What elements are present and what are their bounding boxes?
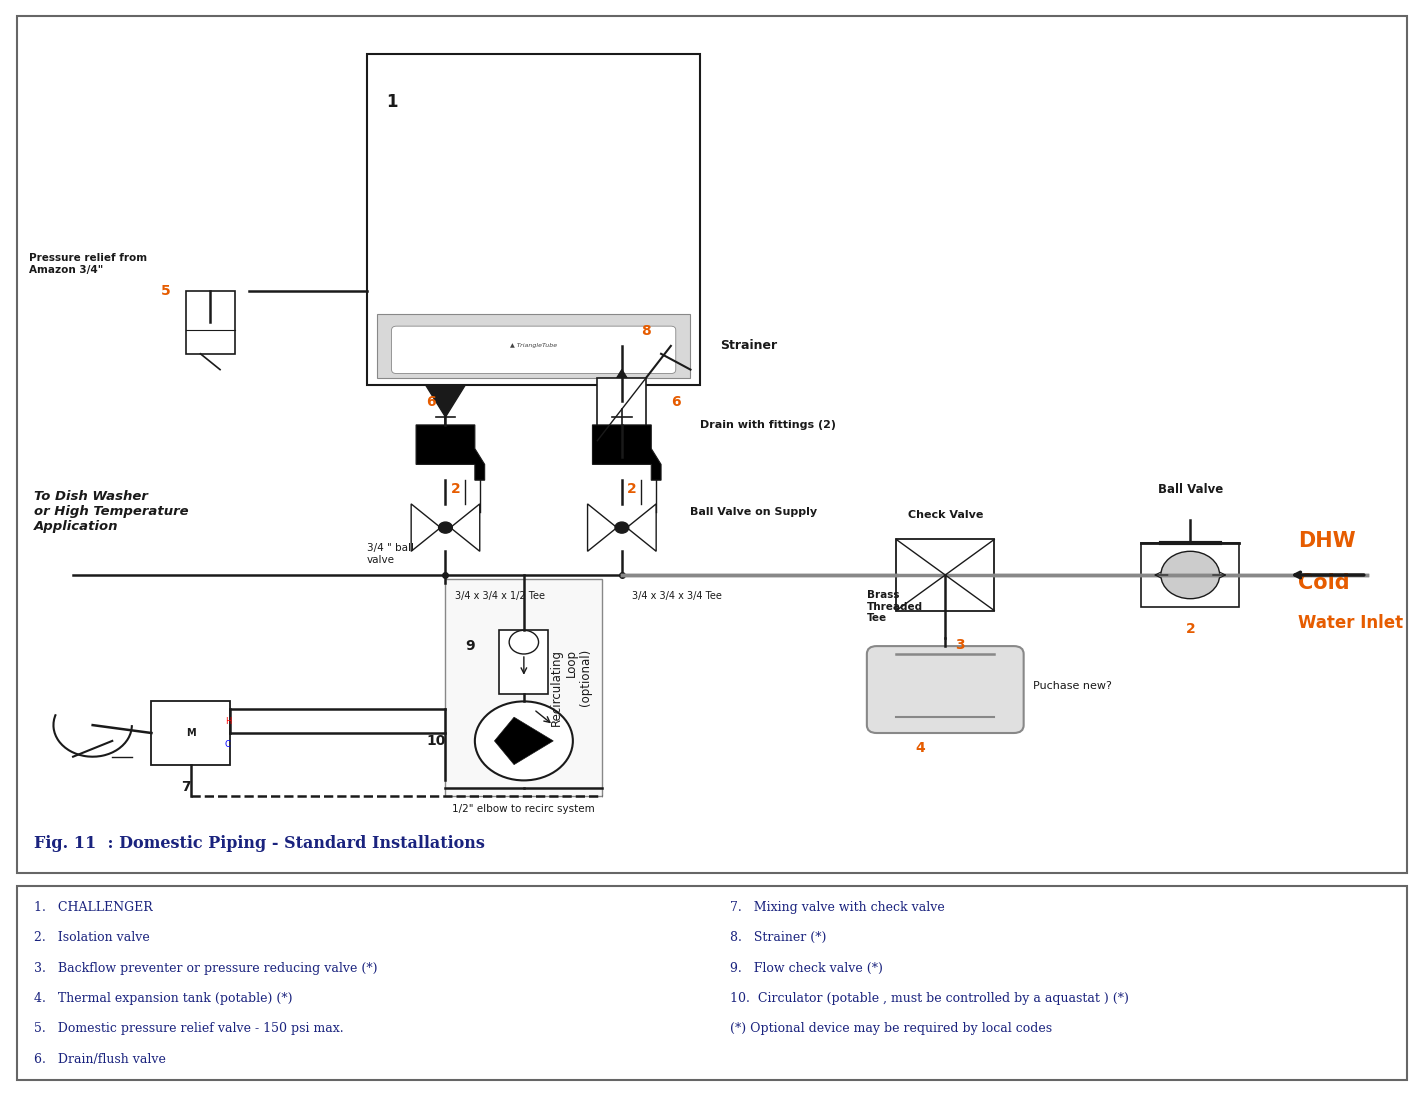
Bar	[597, 377, 646, 456]
Text: H: H	[225, 717, 231, 725]
Bar	[445, 579, 602, 796]
Text: Ball Valve on Supply: Ball Valve on Supply	[690, 507, 817, 516]
Polygon shape	[592, 424, 662, 480]
Circle shape	[475, 701, 573, 780]
Text: Recirculating
Loop
(optional): Recirculating Loop (optional)	[549, 649, 592, 726]
Text: 9: 9	[465, 639, 475, 653]
Text: DHW: DHW	[1298, 532, 1356, 551]
Text: 2: 2	[627, 482, 636, 496]
Text: 2.   Isolation valve: 2. Isolation valve	[34, 931, 150, 944]
Text: 6.   Drain/flush valve: 6. Drain/flush valve	[34, 1052, 165, 1066]
Polygon shape	[588, 504, 617, 551]
Text: 2: 2	[1185, 622, 1195, 637]
Text: Water Inlet: Water Inlet	[1298, 615, 1403, 632]
Text: 1.   CHALLENGER: 1. CHALLENGER	[34, 900, 153, 913]
Text: C: C	[225, 741, 231, 749]
Text: Pressure relief from
Amazon 3/4": Pressure relief from Amazon 3/4"	[29, 253, 147, 275]
Polygon shape	[411, 504, 441, 551]
Text: 3.   Backflow preventer or pressure reducing valve (*): 3. Backflow preventer or pressure reduci…	[34, 962, 378, 975]
Bar	[185, 291, 235, 353]
Polygon shape	[451, 504, 479, 551]
Text: ▲ TriangleTube: ▲ TriangleTube	[511, 344, 558, 348]
Text: 6: 6	[670, 395, 680, 409]
Text: 1: 1	[386, 93, 398, 112]
Text: 10.  Circulator (potable , must be controlled by a aquastat ) (*): 10. Circulator (potable , must be contro…	[730, 992, 1128, 1005]
Text: 7.   Mixing valve with check valve: 7. Mixing valve with check valve	[730, 900, 944, 913]
FancyBboxPatch shape	[392, 326, 676, 373]
Polygon shape	[416, 424, 485, 480]
Circle shape	[1161, 551, 1219, 598]
Text: 5.   Domestic pressure relief valve - 150 psi max.: 5. Domestic pressure relief valve - 150 …	[34, 1022, 344, 1035]
Circle shape	[439, 522, 452, 533]
Polygon shape	[495, 718, 553, 765]
Text: 4: 4	[915, 741, 925, 755]
Text: Strainer: Strainer	[720, 339, 777, 352]
Polygon shape	[627, 504, 656, 551]
Text: 2: 2	[451, 482, 461, 496]
Circle shape	[615, 522, 629, 533]
Bar	[1141, 544, 1239, 606]
Bar	[151, 701, 230, 765]
Bar	[366, 54, 700, 385]
Text: 10: 10	[426, 734, 445, 748]
Text: To Dish Washer
or High Temperature
Application: To Dish Washer or High Temperature Appli…	[34, 490, 188, 533]
Text: 4.   Thermal expansion tank (potable) (*): 4. Thermal expansion tank (potable) (*)	[34, 992, 292, 1005]
Text: 6: 6	[426, 395, 436, 409]
Text: 8: 8	[642, 324, 652, 338]
Text: 1/2" elbow to recirc system: 1/2" elbow to recirc system	[452, 804, 595, 814]
Text: 7: 7	[181, 780, 191, 794]
Text: 3/4 x 3/4 x 3/4 Tee: 3/4 x 3/4 x 3/4 Tee	[632, 591, 722, 601]
Text: Cold: Cold	[1298, 573, 1349, 593]
Text: Ball Valve: Ball Valve	[1158, 482, 1224, 496]
Text: (*) Optional device may be required by local codes: (*) Optional device may be required by l…	[730, 1022, 1052, 1035]
Text: 5: 5	[161, 283, 171, 298]
Text: 9.   Flow check valve (*): 9. Flow check valve (*)	[730, 962, 883, 975]
Text: Brass
Threaded
Tee: Brass Threaded Tee	[867, 590, 923, 624]
Text: 8.   Strainer (*): 8. Strainer (*)	[730, 931, 826, 944]
Text: M: M	[185, 728, 195, 738]
Bar	[499, 630, 549, 694]
Text: Fig. 11  : Domestic Piping - Standard Installations: Fig. 11 : Domestic Piping - Standard Ins…	[34, 835, 485, 851]
Bar	[897, 539, 994, 610]
Bar	[376, 314, 690, 377]
Text: Drain with fittings (2): Drain with fittings (2)	[700, 420, 836, 430]
Text: Puchase new?: Puchase new?	[1034, 680, 1112, 690]
Text: Check Valve: Check Valve	[907, 510, 983, 520]
Polygon shape	[602, 370, 642, 401]
Text: 3: 3	[955, 638, 964, 652]
FancyBboxPatch shape	[867, 647, 1024, 733]
Text: 3/4 " ball
valve: 3/4 " ball valve	[366, 544, 414, 565]
Polygon shape	[426, 385, 465, 417]
Text: 3/4 x 3/4 x 1/2 Tee: 3/4 x 3/4 x 1/2 Tee	[455, 591, 545, 601]
